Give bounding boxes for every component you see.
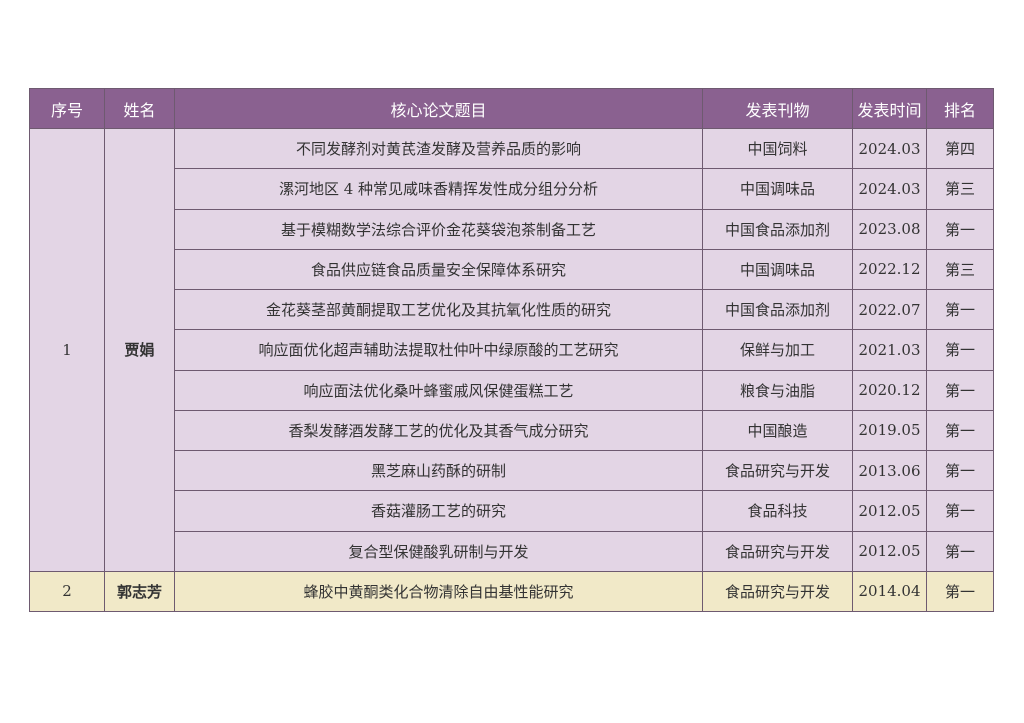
header-title: 核心论文题目	[174, 88, 703, 129]
cell-journal: 食品研究与开发	[702, 449, 853, 492]
cell-rank: 第一	[926, 490, 994, 532]
cell-paper-title: 金花葵茎部黄酮提取工艺优化及其抗氧化性质的研究	[174, 288, 703, 331]
header-row: 序号 姓名 核心论文题目 发表刊物 发表时间 排名	[29, 88, 994, 129]
cell-date: 2012.05	[852, 490, 927, 532]
cell-rank: 第三	[926, 168, 994, 210]
table-row: 响应面法优化桑叶蜂蜜戚风保健蛋糕工艺 粮食与油脂 2020.12 第一	[30, 369, 994, 411]
cell-rank: 第三	[926, 248, 994, 291]
cell-date: 2019.05	[852, 409, 927, 452]
table-row: 黑芝麻山药酥的研制 食品研究与开发 2013.06 第一	[30, 449, 994, 492]
cell-journal: 食品研究与开发	[702, 570, 853, 613]
cell-paper-title: 黑芝麻山药酥的研制	[174, 449, 703, 492]
cell-date: 2014.04	[852, 570, 927, 613]
cell-date: 2020.12	[852, 369, 927, 411]
table-row: 响应面优化超声辅助法提取杜仲叶中绿原酸的工艺研究 保鲜与加工 2021.03 第一	[30, 329, 994, 371]
cell-journal: 中国食品添加剂	[702, 208, 853, 250]
cell-index: 1	[29, 128, 105, 572]
cell-rank: 第一	[926, 409, 994, 452]
cell-rank: 第四	[926, 127, 994, 170]
header-journal: 发表刊物	[702, 88, 853, 129]
table-row: 金花葵茎部黄酮提取工艺优化及其抗氧化性质的研究 中国食品添加剂 2022.07 第一	[30, 288, 994, 331]
table-row: 香菇灌肠工艺的研究 食品科技 2012.05 第一	[30, 490, 994, 532]
table-row: 食品供应链食品质量安全保障体系研究 中国调味品 2022.12 第三	[30, 248, 994, 291]
cell-index: 2	[29, 570, 105, 613]
cell-author-name: 贾娟	[104, 128, 175, 572]
cell-paper-title: 香梨发酵酒发酵工艺的优化及其香气成分研究	[174, 409, 703, 452]
cell-rank: 第一	[926, 449, 994, 492]
cell-rank: 第一	[926, 570, 994, 613]
cell-paper-title: 食品供应链食品质量安全保障体系研究	[174, 248, 703, 291]
cell-date: 2012.05	[852, 530, 927, 572]
cell-rank: 第一	[926, 369, 994, 411]
table-row: 香梨发酵酒发酵工艺的优化及其香气成分研究 中国酿造 2019.05 第一	[30, 409, 994, 452]
cell-date: 2023.08	[852, 208, 927, 250]
cell-rank: 第一	[926, 329, 994, 371]
cell-paper-title: 响应面法优化桑叶蜂蜜戚风保健蛋糕工艺	[174, 369, 703, 411]
cell-date: 2024.03	[852, 168, 927, 210]
table-row: 1 贾娟 不同发酵剂对黄芪渣发酵及营养品质的影响 中国饲料 2024.03 第四	[29, 127, 994, 572]
cell-journal: 中国食品添加剂	[702, 288, 853, 331]
cell-paper-title: 漯河地区 4 种常见咸味香精挥发性成分组分分析	[174, 168, 703, 210]
cell-date: 2022.07	[852, 288, 927, 331]
cell-date: 2021.03	[852, 329, 927, 371]
cell-author-name: 郭志芳	[104, 570, 175, 613]
cell-journal: 保鲜与加工	[702, 329, 853, 371]
cell-paper-title: 香菇灌肠工艺的研究	[174, 490, 703, 532]
cell-date: 2013.06	[852, 449, 927, 492]
table-row: 基于模糊数学法综合评价金花葵袋泡茶制备工艺 中国食品添加剂 2023.08 第一	[30, 208, 994, 250]
cell-rank: 第一	[926, 288, 994, 331]
cell-rank: 第一	[926, 208, 994, 250]
header-index: 序号	[29, 88, 105, 129]
cell-journal: 中国酿造	[702, 409, 853, 452]
table-row: 复合型保健酸乳研制与开发 食品研究与开发 2012.05 第一	[30, 530, 994, 572]
table-row: 漯河地区 4 种常见咸味香精挥发性成分组分分析 中国调味品 2024.03 第三	[30, 168, 994, 210]
cell-paper-title: 基于模糊数学法综合评价金花葵袋泡茶制备工艺	[174, 208, 703, 250]
cell-date: 2024.03	[852, 127, 927, 170]
header-name: 姓名	[104, 88, 175, 129]
cell-date: 2022.12	[852, 248, 927, 291]
cell-journal: 食品科技	[702, 490, 853, 532]
header-date: 发表时间	[852, 88, 927, 129]
table-body: 1 贾娟 不同发酵剂对黄芪渣发酵及营养品质的影响 中国饲料 2024.03 第四 漯河地区 …	[29, 127, 994, 613]
header-rank: 排名	[926, 88, 994, 129]
cell-journal: 食品研究与开发	[702, 530, 853, 572]
cell-journal: 中国调味品	[702, 248, 853, 291]
table-row: 2 郭志芳 蜂胶中黄酮类化合物清除自由基性能研究 食品研究与开发 2014.04 第一	[29, 570, 994, 613]
papers-table: 序号 姓名 核心论文题目 发表刊物 发表时间 排名 1 贾娟 不同发酵剂对黄芪渣发酵…	[29, 88, 994, 613]
cell-paper-title: 复合型保健酸乳研制与开发	[174, 530, 703, 572]
cell-journal: 中国饲料	[702, 127, 853, 170]
cell-journal: 粮食与油脂	[702, 369, 853, 411]
cell-paper-title: 不同发酵剂对黄芪渣发酵及营养品质的影响	[174, 127, 703, 170]
cell-paper-title: 响应面优化超声辅助法提取杜仲叶中绿原酸的工艺研究	[174, 329, 703, 371]
cell-journal: 中国调味品	[702, 168, 853, 210]
cell-rank: 第一	[926, 530, 994, 572]
cell-paper-title: 蜂胶中黄酮类化合物清除自由基性能研究	[174, 570, 703, 613]
